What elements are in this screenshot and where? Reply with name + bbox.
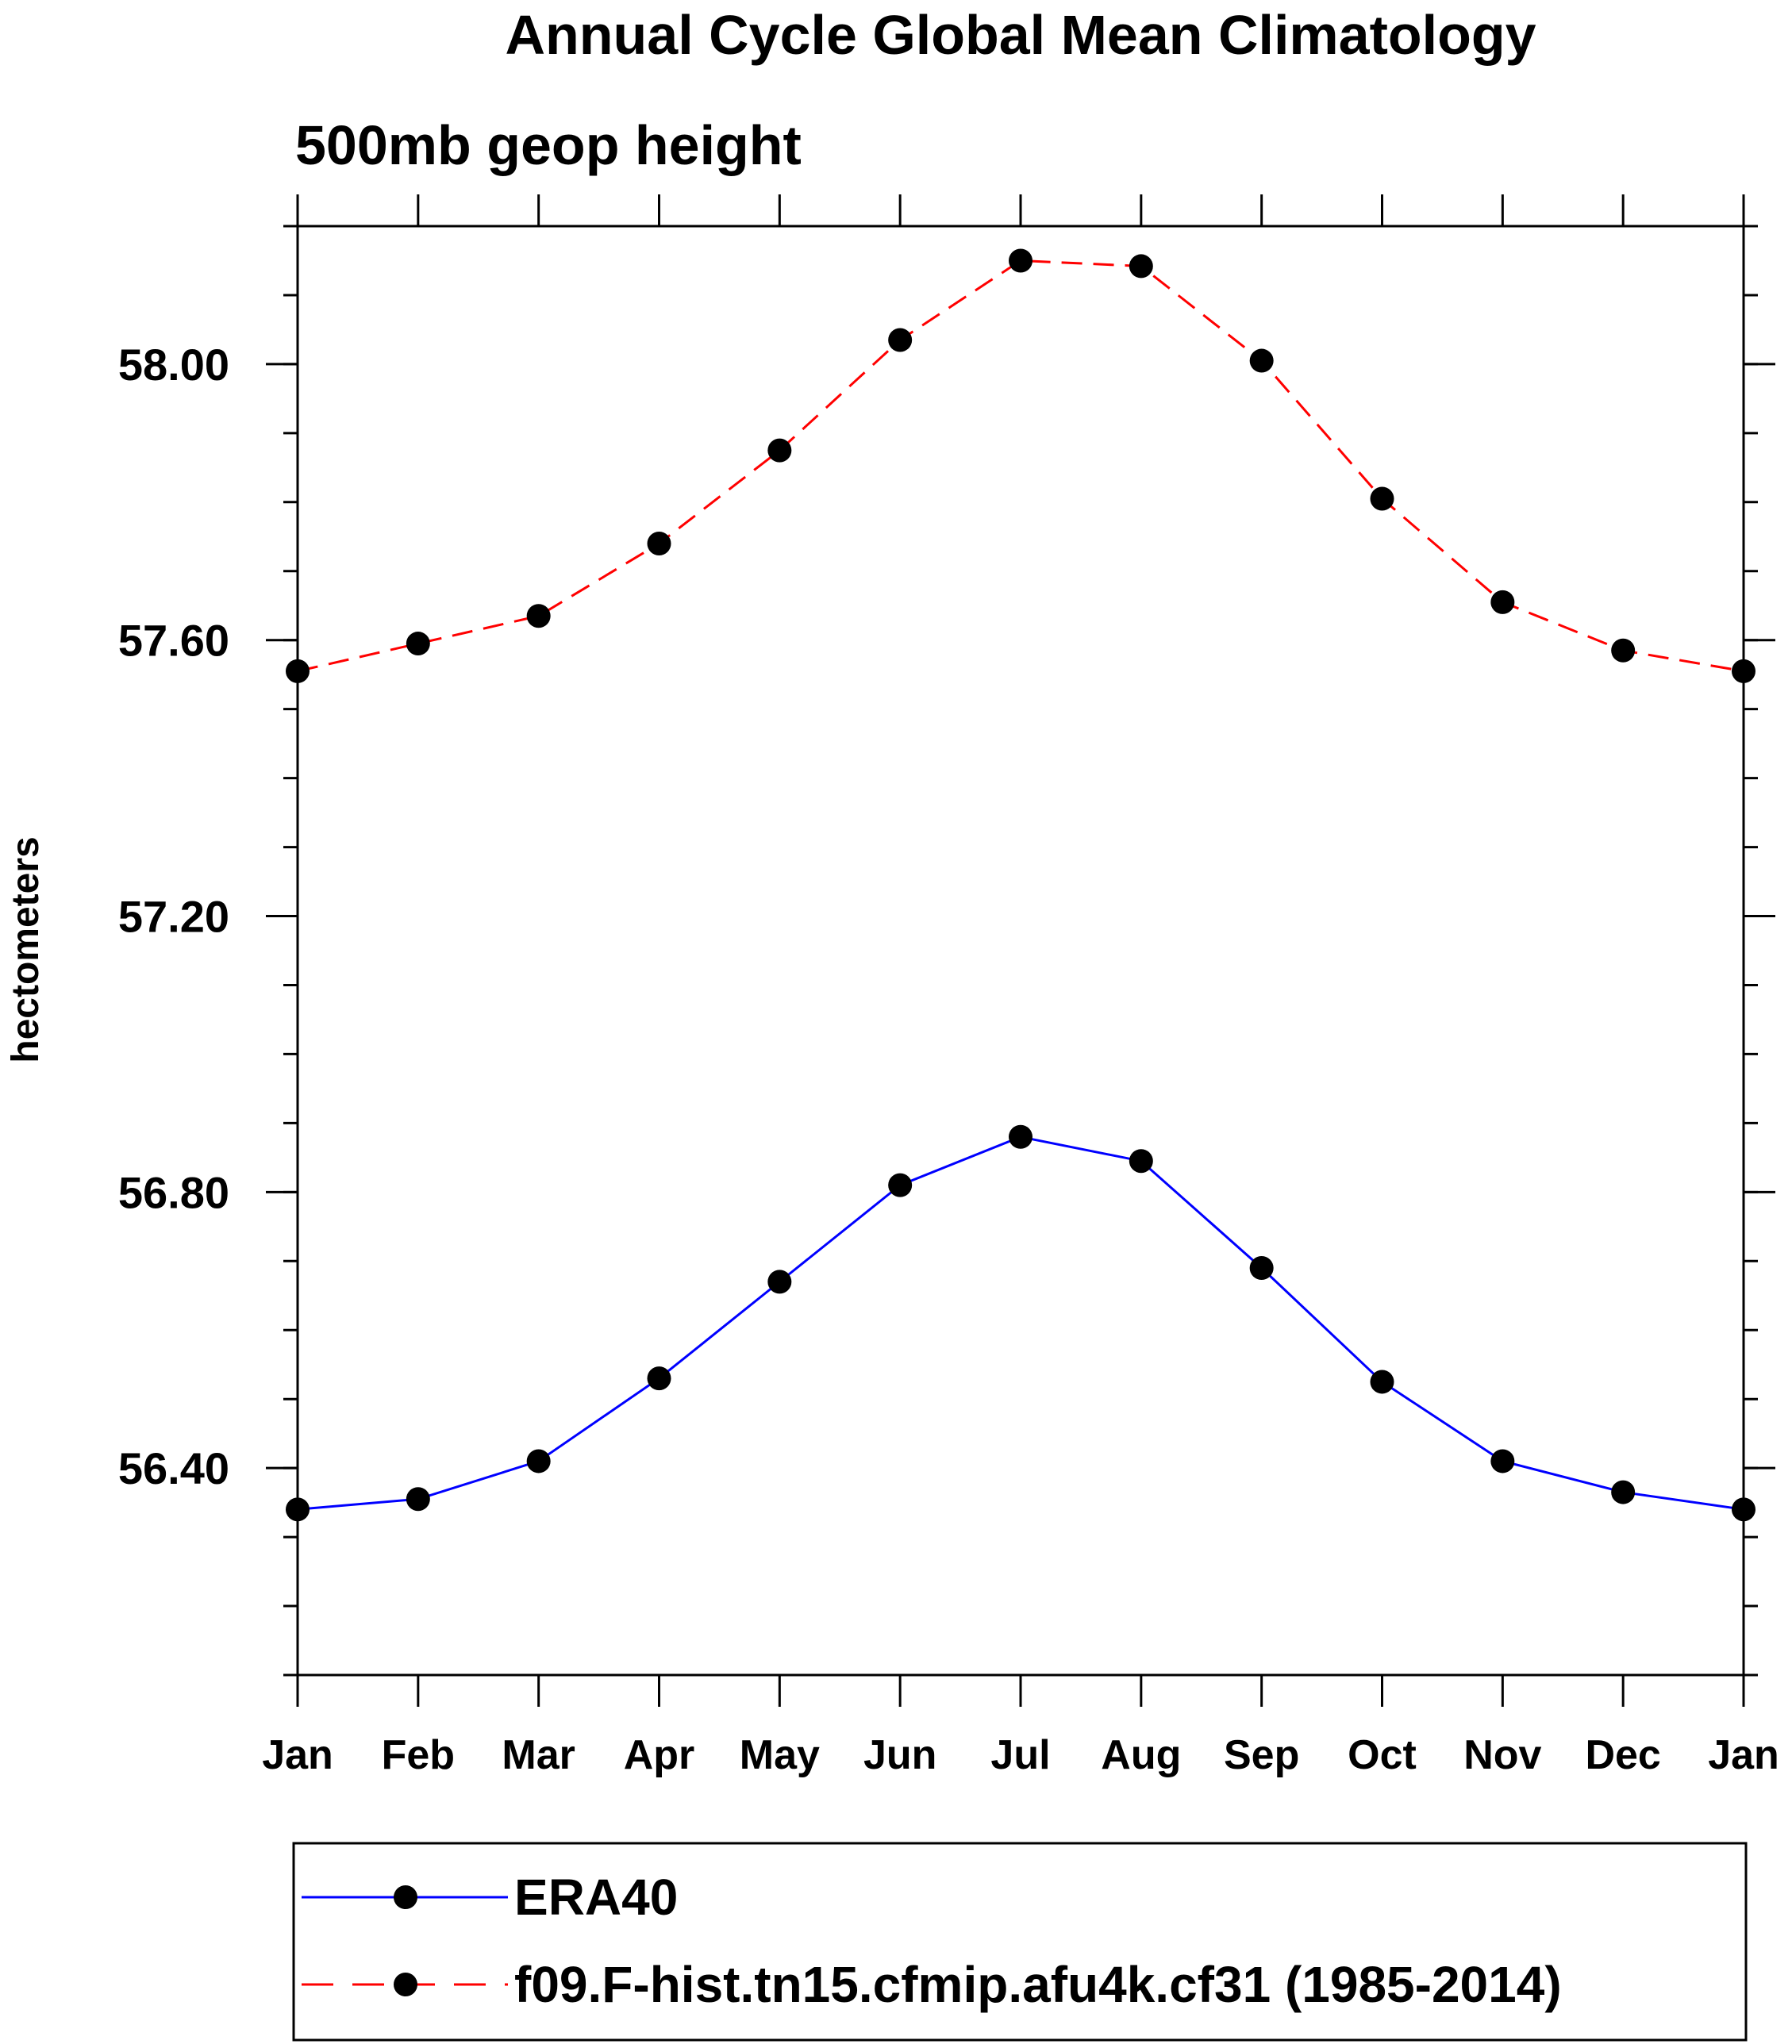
legend-marker-1 bbox=[394, 1885, 417, 1909]
x-tick-label: Jun bbox=[863, 1732, 936, 1778]
x-tick-label: Apr bbox=[624, 1732, 695, 1778]
data-point bbox=[286, 1497, 310, 1522]
data-point bbox=[1249, 1255, 1274, 1280]
x-tick-label: Jan bbox=[1708, 1732, 1779, 1778]
data-point bbox=[767, 1270, 792, 1294]
series-group bbox=[286, 248, 1755, 1522]
data-point bbox=[647, 531, 671, 555]
axis-ticks bbox=[266, 194, 1775, 1707]
plot-frame bbox=[296, 225, 1745, 1677]
x-tick-label: Oct bbox=[1348, 1732, 1417, 1778]
data-point bbox=[1732, 659, 1755, 683]
data-point bbox=[1732, 1497, 1755, 1522]
data-point bbox=[406, 1487, 430, 1512]
data-point bbox=[526, 1449, 551, 1473]
y-axis-label: hectometers bbox=[5, 836, 47, 1062]
x-tick-label: Aug bbox=[1101, 1732, 1181, 1778]
x-tick-label: Nov bbox=[1463, 1732, 1541, 1778]
data-point bbox=[647, 1366, 671, 1391]
y-tick-label: 57.20 bbox=[118, 892, 229, 942]
data-point bbox=[526, 604, 551, 628]
data-point bbox=[1009, 248, 1033, 273]
data-point bbox=[1129, 254, 1153, 279]
x-tick-label: Sep bbox=[1224, 1732, 1299, 1778]
data-point bbox=[1611, 1480, 1636, 1504]
y-tick-label: 58.00 bbox=[118, 340, 229, 390]
chart-title: Annual Cycle Global Mean Climatology bbox=[505, 4, 1536, 66]
x-tick-label: Jul bbox=[990, 1732, 1050, 1778]
y-tick-labels: 56.40 56.80 57.20 57.60 58.00 bbox=[118, 340, 229, 1493]
legend-label-2: f09.F-hist.tn15.cfmip.afu4k.cf31 (1985-2… bbox=[514, 1956, 1562, 2013]
legend-label-1: ERA40 bbox=[514, 1869, 678, 1926]
data-point bbox=[406, 632, 430, 656]
data-point bbox=[1490, 590, 1515, 614]
data-point bbox=[1490, 1449, 1515, 1473]
x-tick-label: Feb bbox=[382, 1732, 455, 1778]
x-tick-label: Mar bbox=[502, 1732, 575, 1778]
x-tick-labels: Jan Feb Mar Apr May Jun Jul Aug Sep Oct Nov Dec Jan bbox=[262, 1732, 1779, 1778]
x-tick-label: Dec bbox=[1585, 1732, 1660, 1778]
series-line-1 bbox=[297, 1135, 1744, 1511]
x-tick-label: Jan bbox=[262, 1732, 333, 1778]
x-tick-label: May bbox=[740, 1732, 820, 1778]
legend-box bbox=[292, 1842, 1748, 2042]
y-tick-label: 56.80 bbox=[118, 1167, 229, 1217]
series-line-2 bbox=[297, 259, 1744, 673]
data-point bbox=[1370, 486, 1394, 511]
data-point bbox=[1370, 1370, 1394, 1394]
data-point bbox=[1129, 1149, 1153, 1174]
data-point bbox=[1009, 1124, 1033, 1149]
y-tick-label: 57.60 bbox=[118, 616, 229, 666]
data-point bbox=[286, 659, 310, 683]
data-point bbox=[1611, 638, 1636, 663]
legend: ERA40 f09.F-hist.tn15.cfmip.afu4k.cf31 (1… bbox=[292, 1842, 1748, 2042]
data-point bbox=[888, 1173, 913, 1197]
data-point bbox=[1249, 348, 1274, 373]
y-tick-label: 56.40 bbox=[118, 1443, 229, 1493]
data-point bbox=[888, 328, 913, 352]
legend-marker-2 bbox=[394, 1973, 417, 1996]
chart-subtitle: 500mb geop height bbox=[295, 114, 802, 176]
data-point bbox=[767, 438, 792, 463]
